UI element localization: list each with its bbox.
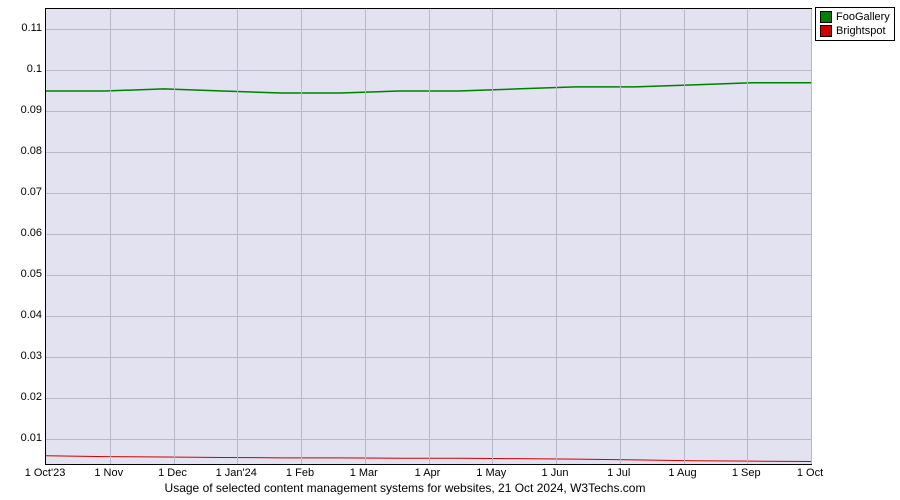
y-tick-label: 0.09 (21, 104, 42, 116)
gridline-vertical (237, 9, 238, 464)
x-tick-label: 1 Oct'23 (25, 467, 66, 479)
gridline-vertical (620, 9, 621, 464)
y-tick-label: 0.03 (21, 350, 42, 362)
legend-item: Brightspot (820, 24, 890, 38)
legend-label: FooGallery (836, 10, 890, 24)
x-tick-label: 1 Sep (732, 467, 761, 479)
x-tick-label: 1 Dec (158, 467, 187, 479)
gridline-vertical (365, 9, 366, 464)
y-tick-label: 0.07 (21, 186, 42, 198)
x-tick-label: 1 Aug (668, 467, 696, 479)
x-tick-label: 1 Nov (94, 467, 123, 479)
chart-caption: Usage of selected content management sys… (0, 481, 810, 495)
gridline-vertical (301, 9, 302, 464)
x-tick-label: 1 Apr (415, 467, 441, 479)
y-tick-label: 0.06 (21, 227, 42, 239)
x-tick-label: 1 Feb (286, 467, 314, 479)
y-tick-label: 0.04 (21, 309, 42, 321)
legend-label: Brightspot (836, 24, 886, 38)
x-tick-label: 1 Jun (542, 467, 569, 479)
legend-swatch (820, 11, 832, 23)
y-tick-label: 0.02 (21, 391, 42, 403)
y-tick-label: 0.11 (21, 22, 42, 34)
y-tick-label: 0.05 (21, 268, 42, 280)
legend: FooGalleryBrightspot (815, 7, 895, 41)
x-tick-label: 1 May (476, 467, 506, 479)
gridline-vertical (811, 9, 812, 464)
legend-swatch (820, 25, 832, 37)
y-tick-label: 0.1 (27, 63, 42, 75)
gridline-vertical (684, 9, 685, 464)
x-tick-label: 1 Oct (797, 467, 823, 479)
gridline-vertical (492, 9, 493, 464)
gridline-vertical (747, 9, 748, 464)
x-tick-label: 1 Jul (607, 467, 630, 479)
gridline-vertical (110, 9, 111, 464)
y-tick-label: 0.08 (21, 145, 42, 157)
x-tick-label: 1 Mar (350, 467, 378, 479)
plot-area (45, 8, 812, 465)
gridline-vertical (556, 9, 557, 464)
x-tick-label: 1 Jan'24 (216, 467, 257, 479)
y-tick-label: 0.01 (21, 432, 42, 444)
legend-item: FooGallery (820, 10, 890, 24)
chart-container: FooGalleryBrightspot Usage of selected c… (0, 0, 900, 500)
gridline-vertical (174, 9, 175, 464)
gridline-vertical (429, 9, 430, 464)
